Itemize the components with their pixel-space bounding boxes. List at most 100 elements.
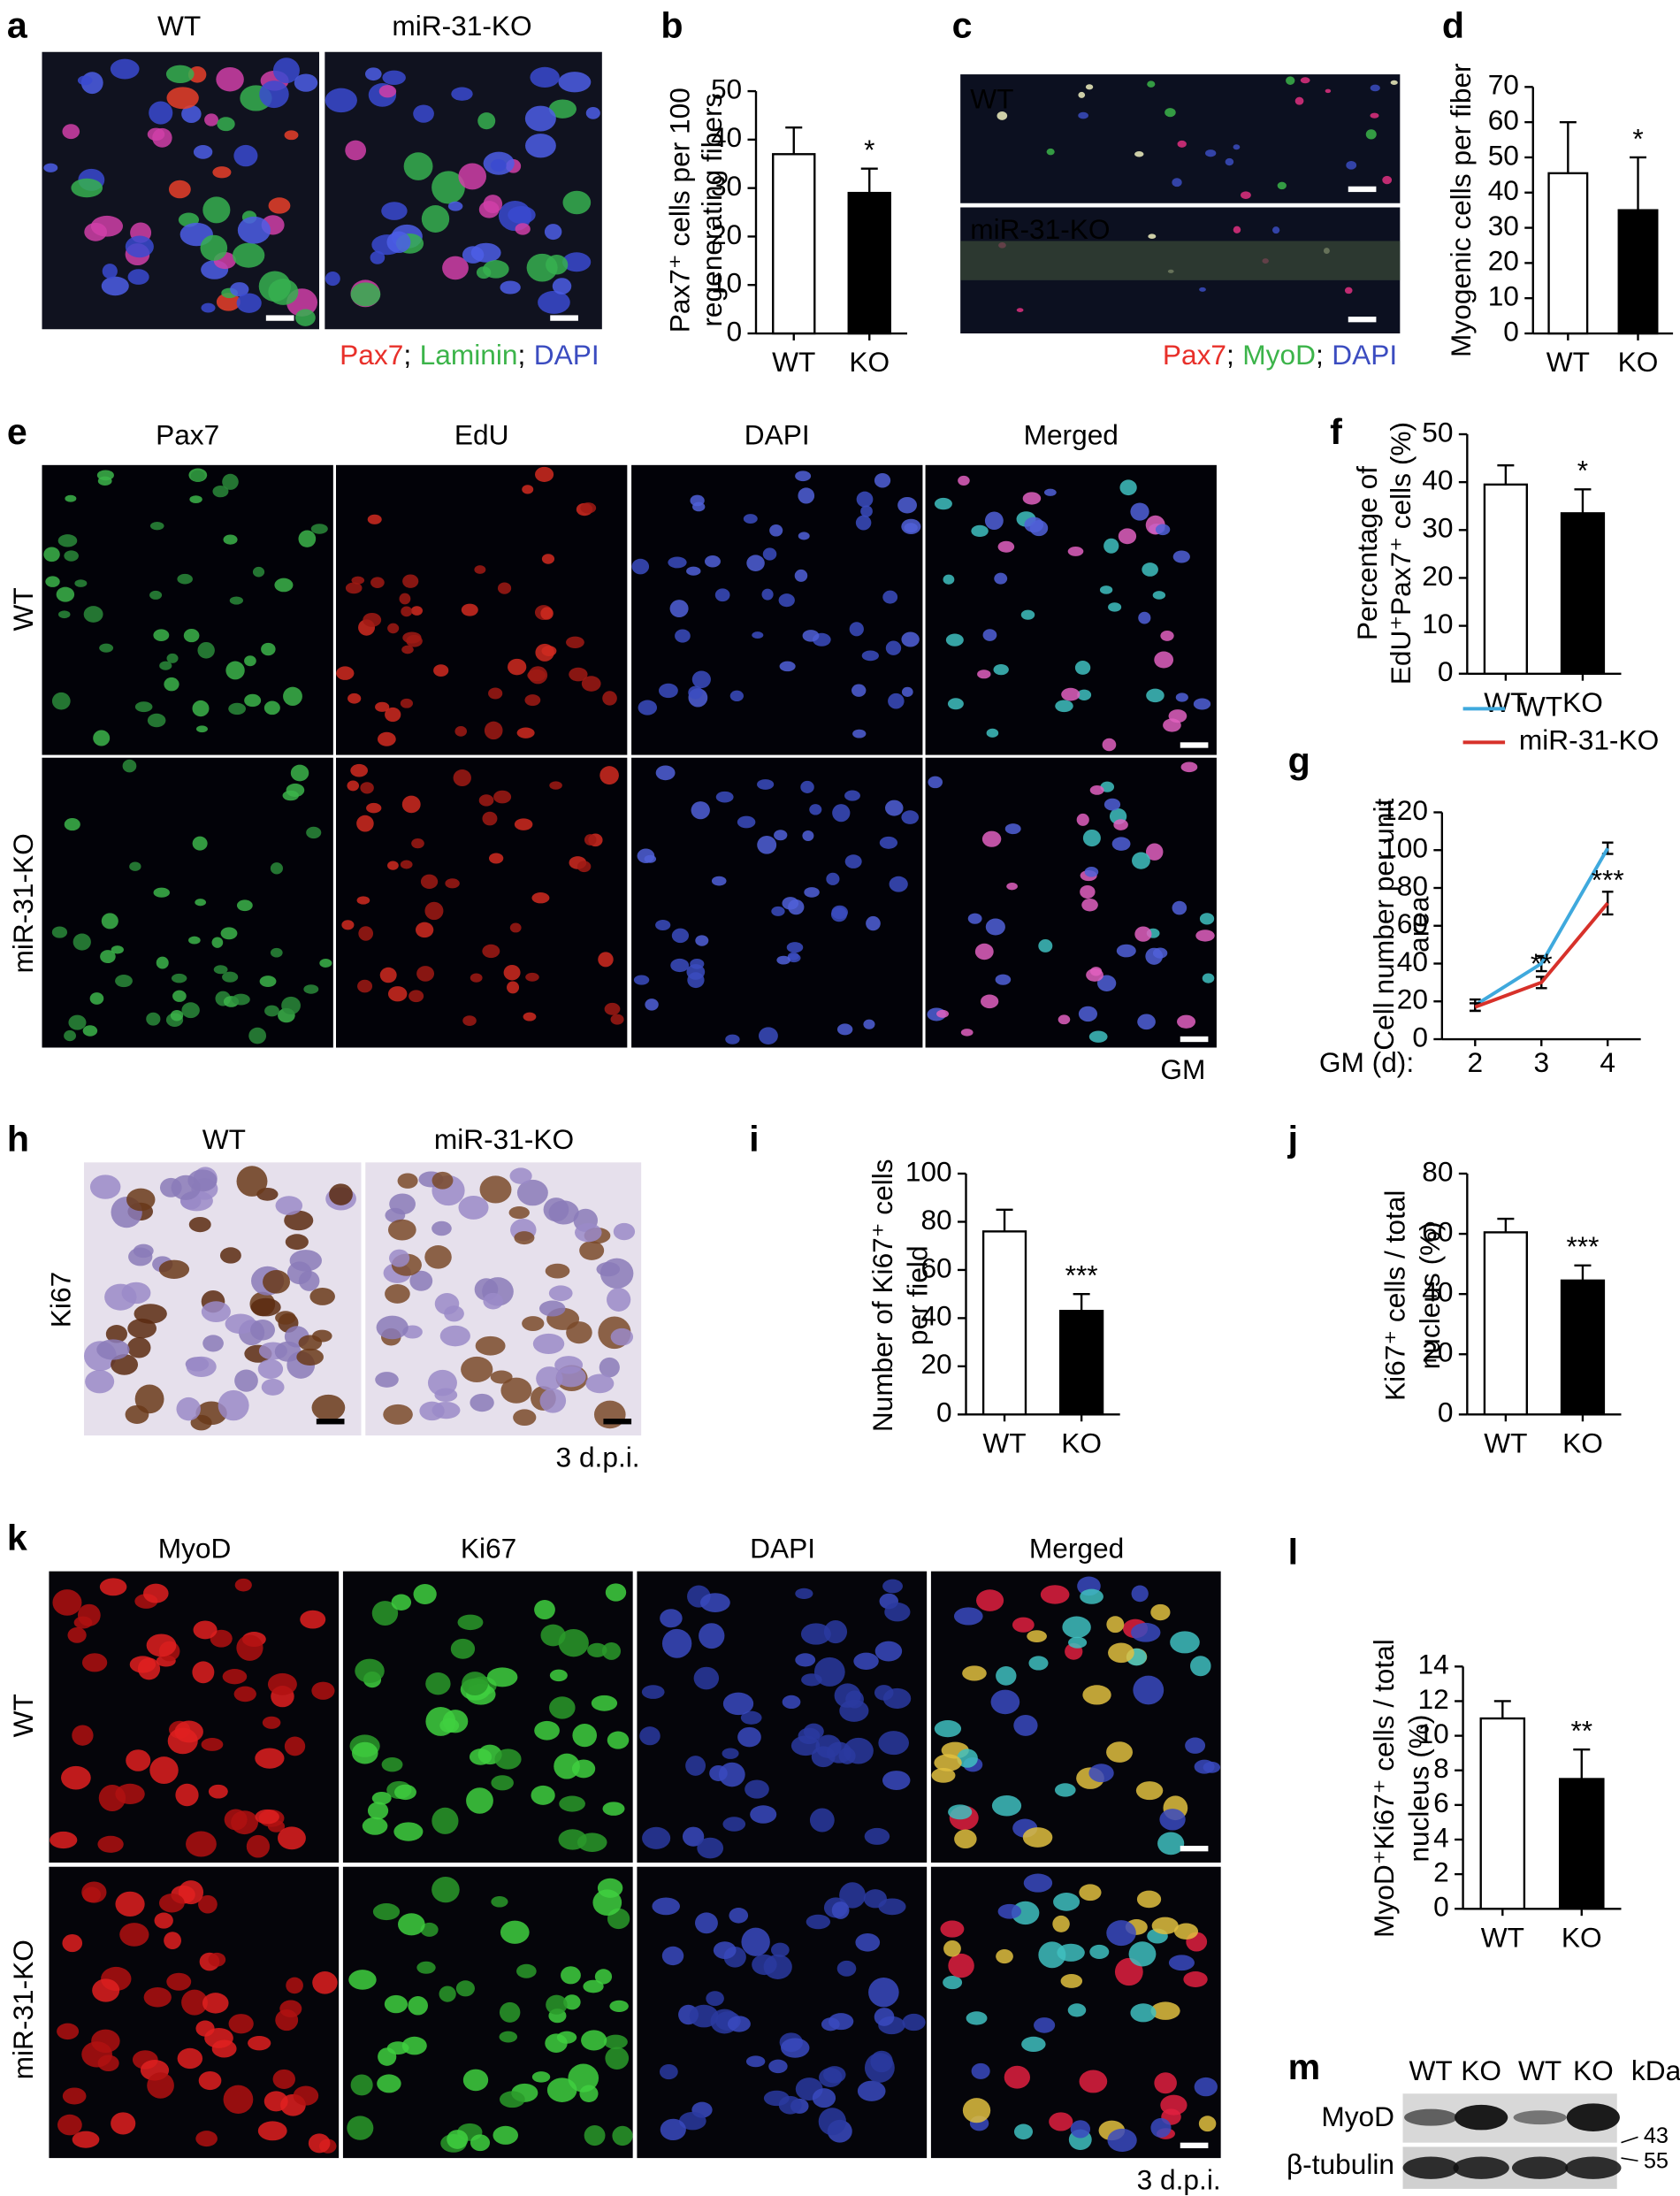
cell <box>936 1009 950 1018</box>
cell <box>381 1756 403 1772</box>
cell <box>945 633 964 647</box>
cell <box>1049 2112 1073 2131</box>
cell <box>844 854 862 868</box>
cell <box>439 1986 456 2002</box>
cell <box>230 282 249 297</box>
cell <box>585 107 600 119</box>
cell <box>1102 738 1117 752</box>
cell <box>1150 1603 1171 1621</box>
cell <box>855 515 872 531</box>
cell <box>164 1932 181 1950</box>
cell <box>610 1328 634 1346</box>
y-axis-label: area <box>1402 896 1434 953</box>
cell <box>311 1681 335 1700</box>
cell <box>897 496 917 514</box>
cell <box>461 1356 493 1382</box>
cell <box>757 835 777 854</box>
cell <box>1241 191 1251 199</box>
cell <box>284 130 299 141</box>
cell <box>401 645 414 654</box>
cell <box>491 1896 508 1908</box>
cell <box>451 87 473 101</box>
cell <box>488 853 504 864</box>
cell <box>197 641 215 659</box>
cell <box>928 776 943 789</box>
cell <box>89 992 104 1005</box>
cell <box>1185 1737 1206 1754</box>
cell <box>986 728 999 738</box>
cell <box>1195 930 1215 942</box>
cell <box>659 683 678 699</box>
cell <box>228 702 247 715</box>
bar <box>1617 209 1659 335</box>
cell <box>1021 2036 1046 2052</box>
y-tick-label: 60 <box>1422 1215 1453 1247</box>
y-tick-label: 20 <box>1488 245 1519 277</box>
cell <box>544 224 562 241</box>
cell <box>638 700 658 715</box>
cell <box>1205 149 1217 157</box>
cell <box>399 593 411 605</box>
cell <box>383 1404 413 1425</box>
cell <box>725 1034 740 1044</box>
cell <box>81 1653 108 1672</box>
cell <box>853 1652 879 1670</box>
cell <box>216 66 244 92</box>
cell <box>1046 148 1055 156</box>
condition-label: GM <box>1160 1053 1205 1085</box>
cell <box>257 1358 284 1380</box>
cell <box>1142 562 1158 577</box>
cell <box>1028 1656 1049 1671</box>
cell <box>263 1270 291 1294</box>
cell <box>262 1716 281 1729</box>
cell <box>409 990 424 1003</box>
cell <box>1152 591 1166 600</box>
cell <box>1116 944 1136 958</box>
lane-label: WT <box>1409 2054 1453 2086</box>
cell <box>1029 520 1049 537</box>
cell <box>804 887 820 898</box>
cell <box>1131 1585 1149 1603</box>
cell <box>268 279 299 305</box>
y-tick-label: 40 <box>1422 1276 1453 1308</box>
cell <box>255 1748 285 1769</box>
cell <box>531 892 550 904</box>
cell <box>874 473 891 488</box>
cell <box>661 1946 684 1966</box>
cell <box>830 907 848 922</box>
cell <box>211 937 224 948</box>
significance: *** <box>1592 863 1624 895</box>
cell <box>177 573 193 585</box>
cell <box>605 2047 630 2070</box>
cell <box>855 1932 881 1952</box>
cell <box>92 1978 120 2002</box>
cell <box>554 1356 584 1374</box>
cell <box>758 1027 778 1045</box>
cell <box>401 2036 427 2055</box>
bar <box>1483 1231 1529 1416</box>
cell <box>1172 900 1187 915</box>
cell <box>1165 108 1176 118</box>
cell <box>172 990 187 1002</box>
cell <box>195 899 207 907</box>
row-label: WT <box>7 587 39 631</box>
image-panel <box>336 757 628 1048</box>
cell <box>514 1231 535 1245</box>
cell <box>962 2098 991 2123</box>
cell <box>1013 1714 1038 1736</box>
cell <box>431 1220 452 1236</box>
cell <box>1199 287 1206 292</box>
cell <box>387 1219 416 1241</box>
cell <box>569 667 588 682</box>
bar <box>1547 172 1589 335</box>
cell <box>864 1827 890 1845</box>
cell <box>356 815 374 832</box>
cell <box>85 1369 115 1394</box>
cell <box>500 1920 530 1944</box>
column-label: WT <box>202 1123 246 1155</box>
cell <box>581 2030 607 2051</box>
cell <box>499 2001 521 2023</box>
y-tick-label: 100 <box>905 1155 952 1187</box>
cell <box>453 769 471 787</box>
cell <box>607 1288 631 1312</box>
